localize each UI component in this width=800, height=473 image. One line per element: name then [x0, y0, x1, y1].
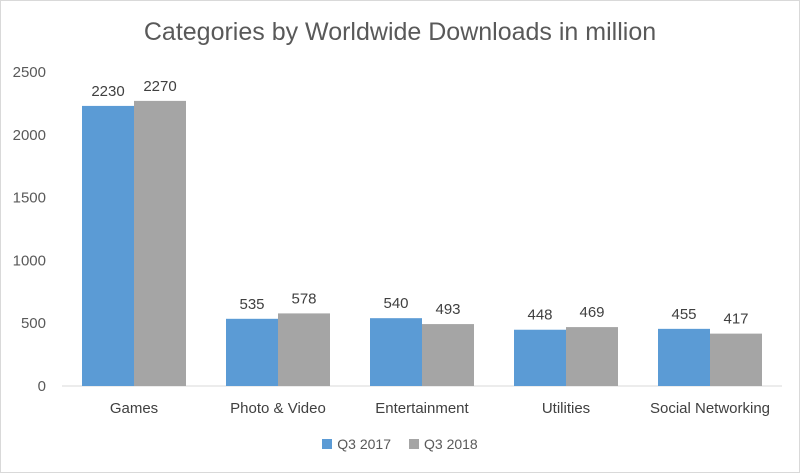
data-label: 2270	[143, 78, 176, 95]
data-label: 540	[383, 295, 408, 312]
data-label: 493	[435, 301, 460, 318]
data-label: 448	[527, 307, 552, 324]
y-tick-label: 500	[21, 315, 46, 332]
data-label: 455	[671, 306, 696, 323]
data-label: 417	[723, 311, 748, 328]
bar-q3-2017	[658, 328, 710, 386]
x-category-label: Utilities	[542, 400, 590, 417]
legend-item-q3-2018: Q3 2018	[409, 436, 478, 452]
bar-q3-2018	[566, 327, 618, 386]
x-category-label: Photo & Video	[230, 400, 326, 417]
x-category-label: Games	[110, 400, 158, 417]
bar-q3-2017	[226, 318, 278, 386]
legend-label-q3-2018: Q3 2018	[424, 436, 478, 452]
y-tick-label: 2500	[13, 64, 46, 81]
y-tick-label: 1000	[13, 252, 46, 269]
bar-q3-2018	[710, 333, 762, 386]
y-tick-label: 1500	[13, 190, 46, 207]
bar-q3-2017	[514, 329, 566, 386]
bar-q3-2018	[134, 100, 186, 386]
legend-swatch-q3-2018	[409, 439, 419, 449]
data-label: 469	[579, 304, 604, 321]
bar-q3-2017	[82, 105, 134, 387]
y-tick-label: 2000	[13, 127, 46, 144]
legend: Q3 2017 Q3 2018	[0, 436, 800, 452]
legend-label-q3-2017: Q3 2017	[337, 436, 391, 452]
y-tick-label: 0	[38, 378, 46, 395]
chart-title: Categories by Worldwide Downloads in mil…	[143, 18, 657, 46]
legend-swatch-q3-2017	[322, 439, 333, 449]
x-category-label: Social Networking	[650, 400, 770, 417]
data-label: 535	[239, 296, 264, 313]
bar-q3-2018	[278, 313, 330, 386]
x-category-label: Entertainment	[375, 400, 469, 417]
bar-q3-2018	[422, 324, 474, 386]
legend-item-q3-2017: Q3 2017	[322, 436, 391, 452]
bar-q3-2017	[370, 318, 422, 386]
data-label: 2230	[91, 83, 124, 100]
data-label: 578	[291, 290, 316, 307]
